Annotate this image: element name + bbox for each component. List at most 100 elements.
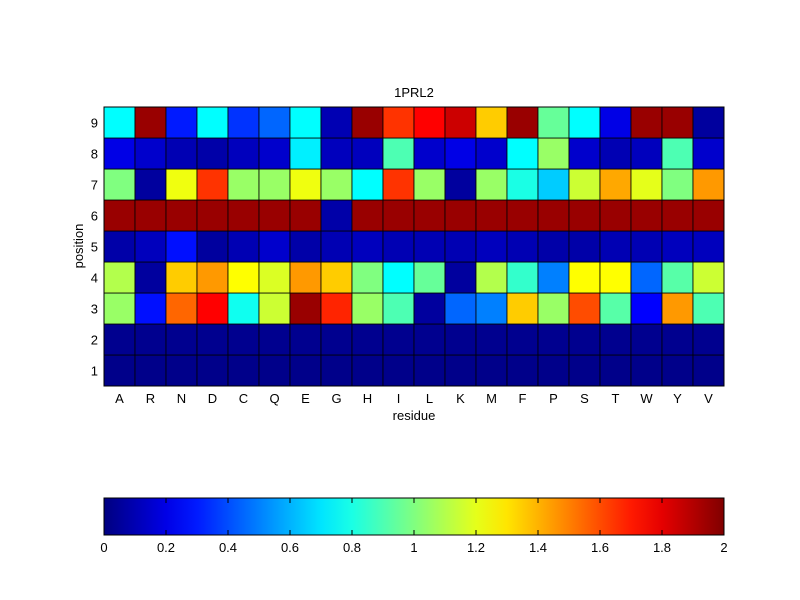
colorbar-tick-label-2: 2 — [720, 540, 727, 555]
heatmap-cell-E-2 — [289, 323, 322, 356]
heatmap-cell-V-9 — [692, 106, 725, 139]
heatmap-cell-G-1 — [320, 354, 353, 387]
colorbar-tick-label-0: 0 — [100, 540, 107, 555]
heatmap-cell-L-9 — [413, 106, 446, 139]
x-tick-label-T: T — [612, 391, 620, 406]
heatmap-cell-G-9 — [320, 106, 353, 139]
x-axis-label: residue — [393, 408, 436, 423]
heatmap-cell-K-9 — [444, 106, 477, 139]
heatmap-cell-E-6 — [289, 199, 322, 232]
heatmap-cell-L-2 — [413, 323, 446, 356]
heatmap-cell-L-4 — [413, 261, 446, 294]
heatmap-cell-R-8 — [134, 137, 167, 170]
heatmap-cell-R-2 — [134, 323, 167, 356]
heatmap-cell-G-7 — [320, 168, 353, 201]
y-tick-label-9: 9 — [91, 116, 98, 131]
x-tick-label-N: N — [177, 391, 186, 406]
heatmap-cell-D-2 — [196, 323, 229, 356]
heatmap-cell-F-6 — [506, 199, 539, 232]
heatmap-cell-N-2 — [165, 323, 198, 356]
heatmap-cell-Y-5 — [661, 230, 694, 263]
x-tick-label-G: G — [331, 391, 341, 406]
heatmap-cell-C-3 — [227, 292, 260, 325]
heatmap-cell-A-2 — [103, 323, 136, 356]
heatmap-cell-C-5 — [227, 230, 260, 263]
heatmap-cell-R-1 — [134, 354, 167, 387]
heatmap-cell-H-1 — [351, 354, 384, 387]
heatmap-cell-A-8 — [103, 137, 136, 170]
heatmap-cell-W-2 — [630, 323, 663, 356]
heatmap-cell-A-9 — [103, 106, 136, 139]
heatmap-cell-V-6 — [692, 199, 725, 232]
x-tick-label-E: E — [301, 391, 310, 406]
colorbar-tick-label-1.4: 1.4 — [529, 540, 547, 555]
x-tick-label-C: C — [239, 391, 248, 406]
x-tick-label-Y: Y — [673, 391, 682, 406]
heatmap-cell-C-6 — [227, 199, 260, 232]
heatmap-cell-W-9 — [630, 106, 663, 139]
x-tick-label-P: P — [549, 391, 558, 406]
x-tick-label-F: F — [519, 391, 527, 406]
heatmap-cell-A-1 — [103, 354, 136, 387]
heatmap-cell-W-7 — [630, 168, 663, 201]
heatmap-cell-P-4 — [537, 261, 570, 294]
heatmap-cell-K-7 — [444, 168, 477, 201]
heatmap-cell-P-9 — [537, 106, 570, 139]
heatmap-cell-R-4 — [134, 261, 167, 294]
heatmap-cell-M-3 — [475, 292, 508, 325]
heatmap-cell-L-1 — [413, 354, 446, 387]
y-tick-label-6: 6 — [91, 209, 98, 224]
heatmap-cell-F-5 — [506, 230, 539, 263]
heatmap-cell-S-1 — [568, 354, 601, 387]
heatmap-cell-H-2 — [351, 323, 384, 356]
heatmap-cell-K-1 — [444, 354, 477, 387]
x-tick-label-W: W — [640, 391, 653, 406]
heatmap-cell-D-7 — [196, 168, 229, 201]
colorbar-tick-labels: 0 0.2 0.4 0.6 0.8 1 1.2 1.4 1.6 1.8 2 — [100, 498, 728, 555]
heatmap-cell-L-3 — [413, 292, 446, 325]
heatmap-cell-F-1 — [506, 354, 539, 387]
heatmap-cell-P-6 — [537, 199, 570, 232]
heatmap-cell-G-4 — [320, 261, 353, 294]
heatmap-cell-D-6 — [196, 199, 229, 232]
heatmap-cell-Q-4 — [258, 261, 291, 294]
heatmap-cell-G-5 — [320, 230, 353, 263]
heatmap-cell-C-9 — [227, 106, 260, 139]
chart-title: 1PRL2 — [394, 85, 434, 100]
y-tick-label-1: 1 — [91, 364, 98, 379]
heatmap-cell-W-1 — [630, 354, 663, 387]
heatmap-cell-Y-6 — [661, 199, 694, 232]
x-tick-label-L: L — [426, 391, 433, 406]
heatmap-cell-H-7 — [351, 168, 384, 201]
heatmap-cell-V-7 — [692, 168, 725, 201]
heatmap-cell-A-4 — [103, 261, 136, 294]
heatmap-cell-P-7 — [537, 168, 570, 201]
heatmap-cell-V-4 — [692, 261, 725, 294]
heatmap-cell-I-9 — [382, 106, 415, 139]
colorbar-tick-label-0.4: 0.4 — [219, 540, 237, 555]
heatmap-cell-S-6 — [568, 199, 601, 232]
heatmap-cell-C-2 — [227, 323, 260, 356]
heatmap-cell-D-1 — [196, 354, 229, 387]
heatmap-cell-M-7 — [475, 168, 508, 201]
y-tick-label-4: 4 — [91, 271, 98, 286]
heatmap-cell-S-7 — [568, 168, 601, 201]
colorbar-tick-label-0.2: 0.2 — [157, 540, 175, 555]
x-tick-label-I: I — [397, 391, 401, 406]
heatmap-cell-F-3 — [506, 292, 539, 325]
heatmap-cell-Y-7 — [661, 168, 694, 201]
heatmap-cell-W-5 — [630, 230, 663, 263]
x-tick-label-Q: Q — [269, 391, 279, 406]
heatmap-cell-N-5 — [165, 230, 198, 263]
heatmap-cell-M-9 — [475, 106, 508, 139]
heatmap-cell-W-3 — [630, 292, 663, 325]
heatmap-cell-Q-2 — [258, 323, 291, 356]
heatmap-cell-N-7 — [165, 168, 198, 201]
heatmap-cell-M-8 — [475, 137, 508, 170]
heatmap-cell-T-1 — [599, 354, 632, 387]
heatmap-cell-G-3 — [320, 292, 353, 325]
heatmap-cell-Y-8 — [661, 137, 694, 170]
heatmap-cell-S-5 — [568, 230, 601, 263]
heatmap-cell-I-7 — [382, 168, 415, 201]
